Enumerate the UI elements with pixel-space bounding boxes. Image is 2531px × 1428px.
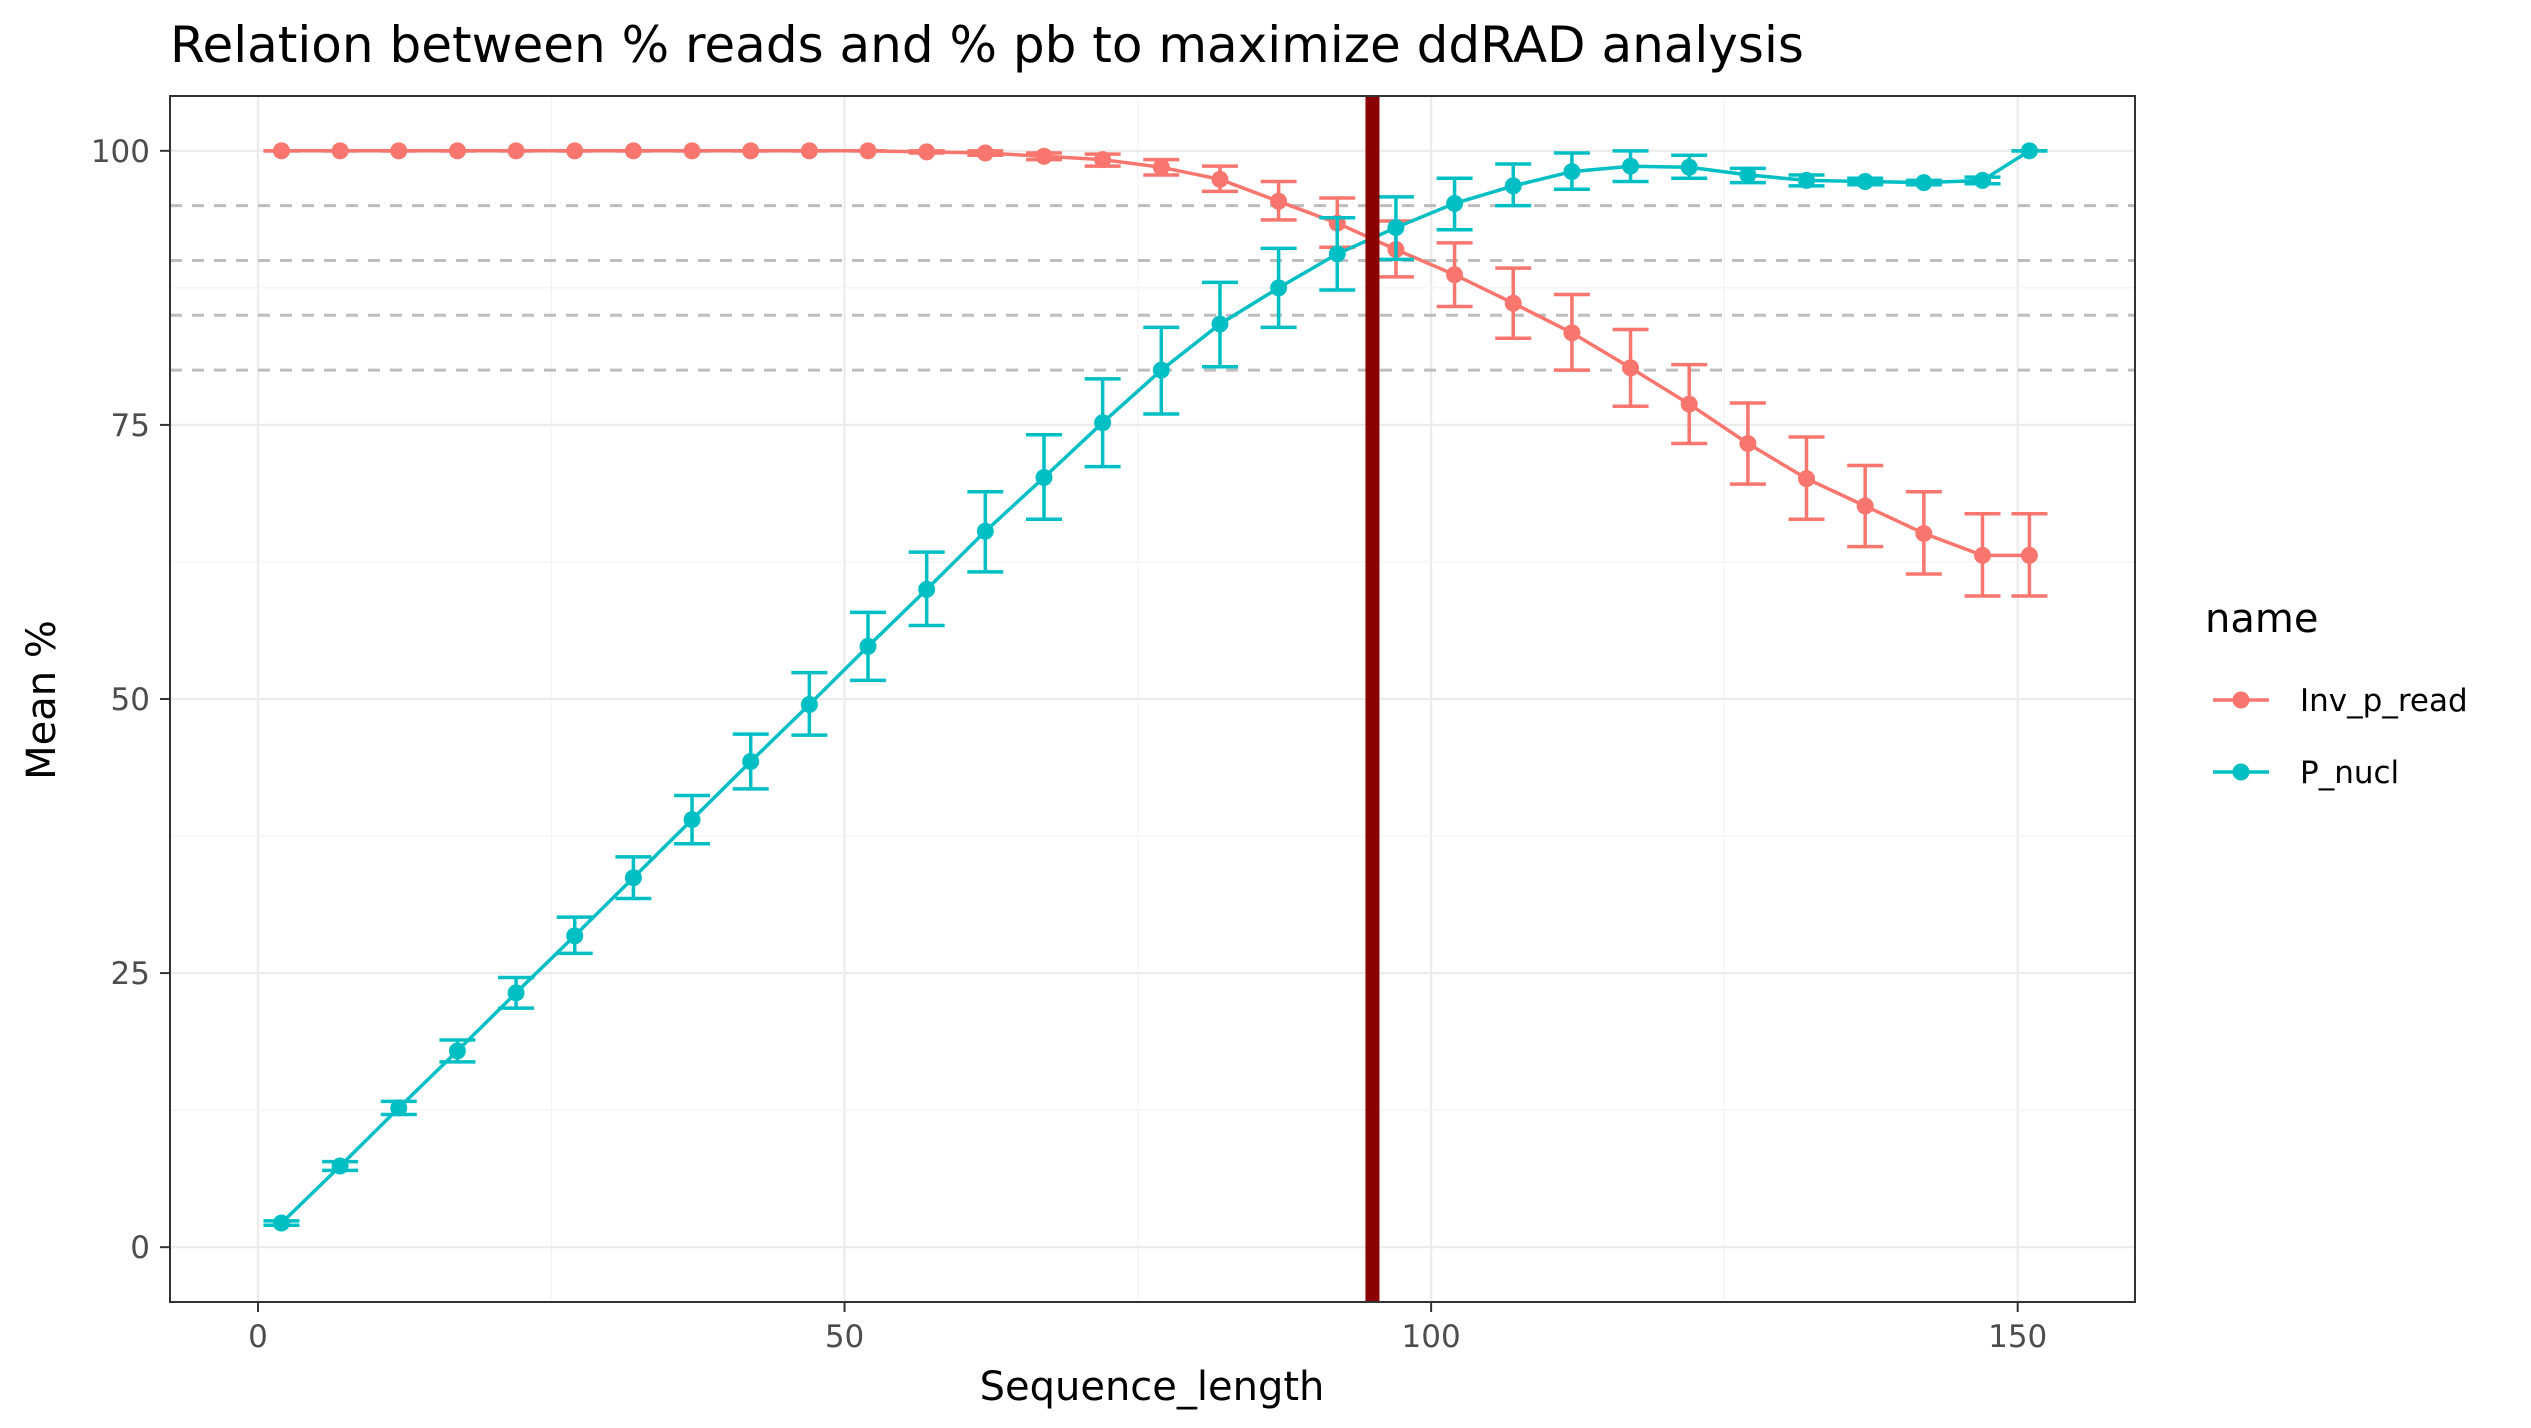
data-point [624, 142, 642, 160]
data-point [566, 927, 584, 945]
legend-key-point [2232, 763, 2250, 781]
legend-title: name [2205, 596, 2318, 642]
data-point [331, 1157, 349, 1175]
data-point [1563, 163, 1581, 181]
data-point [1856, 173, 1874, 191]
data-point [976, 522, 994, 540]
data-point [1973, 546, 1991, 564]
chart-title: Relation between % reads and % pb to max… [170, 16, 1804, 74]
data-point [918, 580, 936, 598]
data-point [448, 142, 466, 160]
data-point [1680, 395, 1698, 413]
data-point [1152, 158, 1170, 176]
data-point [1622, 157, 1640, 175]
x-tick-label: 100 [1402, 1319, 1461, 1355]
x-tick-label: 50 [825, 1319, 864, 1355]
x-tick-label: 150 [1988, 1319, 2047, 1355]
data-point [1798, 470, 1816, 488]
data-point [1211, 315, 1229, 333]
data-point [2020, 546, 2038, 564]
legend: name Inv_p_read P_nucl [2205, 596, 2468, 791]
data-point [683, 142, 701, 160]
data-point [1094, 414, 1112, 432]
data-point [683, 811, 701, 829]
grid-lines [170, 96, 2135, 1302]
data-point [1680, 158, 1698, 176]
x-tick-label: 0 [248, 1319, 268, 1355]
y-tick-label: 0 [130, 1230, 150, 1266]
series-Inv_p_read [263, 142, 2048, 598]
data-point [1387, 219, 1405, 237]
y-tick-label: 100 [91, 134, 150, 170]
data-point [1739, 435, 1757, 453]
data-point [272, 1214, 290, 1232]
data-point [1328, 245, 1346, 263]
data-point [272, 142, 290, 160]
data-point [566, 142, 584, 160]
legend-label: P_nucl [2300, 755, 2399, 791]
data-point [390, 142, 408, 160]
data-point [1446, 266, 1464, 284]
data-point [859, 637, 877, 655]
data-point [1856, 497, 1874, 515]
threshold-lines [170, 204, 2135, 372]
data-point [1504, 294, 1522, 312]
data-point [1739, 166, 1757, 184]
data-point [800, 142, 818, 160]
data-point [859, 142, 877, 160]
data-point [1915, 524, 1933, 542]
series-layer [263, 142, 2048, 1232]
data-point [448, 1042, 466, 1060]
legend-item-Inv_p_read: Inv_p_read [2213, 683, 2468, 719]
data-point [1622, 359, 1640, 377]
data-point [742, 752, 760, 770]
y-tick-label: 25 [111, 956, 150, 992]
data-point [1035, 147, 1053, 165]
x-axis-title: Sequence_length [980, 1364, 1325, 1410]
data-point [1270, 192, 1288, 210]
data-point [1446, 194, 1464, 212]
y-tick-label: 75 [111, 408, 150, 444]
data-point [390, 1099, 408, 1117]
legend-item-P_nucl: P_nucl [2213, 755, 2399, 791]
data-point [918, 143, 936, 161]
data-point [1211, 170, 1229, 188]
data-point [507, 142, 525, 160]
y-axis: 0 25 50 75 100 [91, 134, 170, 1266]
data-point [1270, 279, 1288, 297]
data-point [1152, 361, 1170, 379]
series-P_nucl [263, 142, 2048, 1232]
data-point [1094, 151, 1112, 169]
data-point [1798, 171, 1816, 189]
y-tick-label: 50 [111, 682, 150, 718]
data-point [2020, 142, 2038, 160]
legend-key-point [2232, 691, 2250, 709]
data-point [976, 144, 994, 162]
data-point [507, 984, 525, 1002]
legend-label: Inv_p_read [2300, 683, 2468, 719]
data-point [624, 869, 642, 887]
data-point [1563, 324, 1581, 342]
data-point [1504, 177, 1522, 195]
data-point [331, 142, 349, 160]
data-point [1035, 469, 1053, 487]
data-point [1915, 174, 1933, 192]
y-axis-title: Mean % [19, 620, 65, 780]
data-point [742, 142, 760, 160]
data-point [800, 695, 818, 713]
data-point [1973, 171, 1991, 189]
x-axis: 0 50 100 150 [248, 1302, 2047, 1355]
